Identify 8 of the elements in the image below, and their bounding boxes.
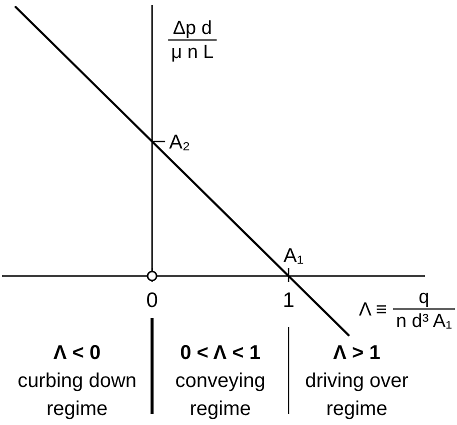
text: Λ > 1 driving over regime xyxy=(305,342,409,420)
x-tick-label: 1 xyxy=(282,289,294,312)
text: Λ < 0 curbing down regime xyxy=(18,342,137,420)
x-tick-label: 0 xyxy=(146,289,158,312)
y-axis-title: Δp d μ n L xyxy=(171,18,214,64)
annotation: A₂ xyxy=(169,132,190,154)
text: 0 < Λ < 1 conveying regime xyxy=(175,342,266,420)
annotation: A₁ xyxy=(284,245,304,267)
